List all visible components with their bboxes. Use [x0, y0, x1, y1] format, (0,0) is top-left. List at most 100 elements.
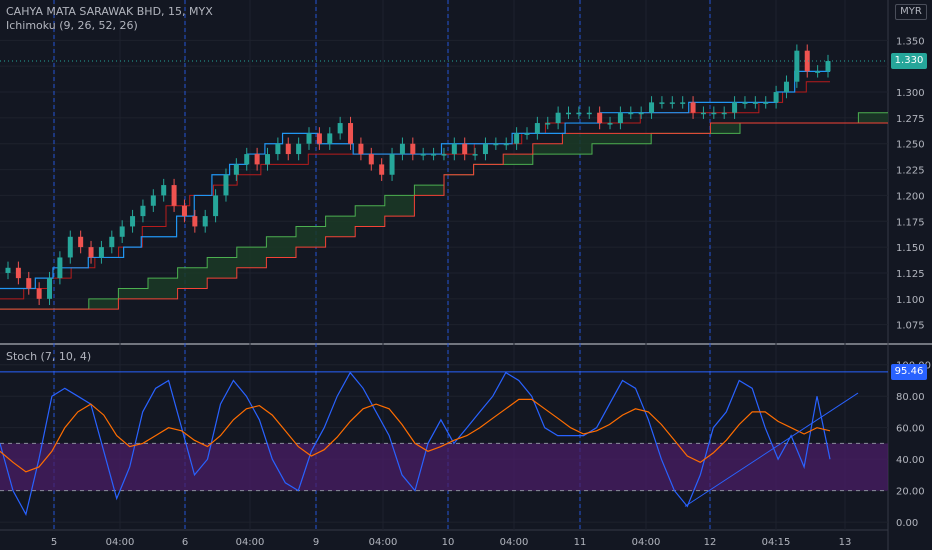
- time-tick-label: 04:00: [106, 537, 135, 548]
- candle-body: [545, 123, 551, 125]
- price-tick-label: 1.125: [896, 269, 925, 280]
- stoch-tick-label: 40.00: [896, 455, 925, 466]
- candle-body: [379, 164, 385, 175]
- trend-line: [684, 392, 859, 507]
- chart-title: CAHYA MATA SARAWAK BHD, 15, MYX: [6, 5, 213, 18]
- candle-body: [586, 112, 592, 115]
- candle-body: [420, 154, 426, 156]
- candle-body: [306, 133, 312, 144]
- price-tick-label: 1.225: [896, 166, 925, 177]
- candle-body: [36, 288, 42, 299]
- candle-body: [26, 278, 32, 289]
- ichimoku-label[interactable]: Ichimoku (9, 26, 52, 26): [6, 19, 138, 32]
- candle-body: [711, 112, 717, 115]
- time-tick-label: 12: [704, 537, 717, 548]
- candle-body: [119, 226, 125, 237]
- candle-body: [669, 102, 675, 104]
- candle-body: [638, 112, 644, 115]
- stoch-k-line: [0, 371, 831, 516]
- candle-body: [78, 236, 84, 248]
- candle-body: [607, 123, 613, 125]
- candle-body: [815, 71, 821, 73]
- candle-body: [130, 216, 136, 227]
- candle-body: [389, 154, 395, 175]
- candle-body: [223, 174, 229, 196]
- candle-body: [399, 143, 405, 155]
- candle-body: [337, 123, 343, 134]
- stoch-tick-label: 0.00: [896, 518, 918, 529]
- candle-body: [88, 247, 94, 258]
- candle-body: [763, 102, 769, 104]
- time-tick-label: 04:00: [632, 537, 661, 548]
- candle-body: [431, 154, 437, 156]
- stoch-value-badge: 95.46: [891, 363, 927, 380]
- candle-body: [348, 123, 354, 144]
- candle-body: [462, 143, 468, 155]
- candle-body: [161, 185, 167, 196]
- last-price-badge: 1.330: [891, 53, 927, 70]
- candle-body: [140, 205, 146, 217]
- price-tick-label: 1.350: [896, 36, 925, 47]
- ichimoku-cloud: [0, 112, 888, 310]
- price-tick-label: 1.150: [896, 243, 925, 254]
- time-tick-label: 13: [839, 537, 852, 548]
- price-tick-label: 1.275: [896, 114, 925, 125]
- candle-body: [181, 205, 187, 217]
- stoch-tick-label: 80.00: [896, 392, 925, 403]
- time-tick-label: 10: [442, 537, 455, 548]
- candle-body: [327, 133, 333, 144]
- candle-body: [47, 278, 53, 299]
- time-tick-label: 04:00: [500, 537, 529, 548]
- time-tick-label: 6: [182, 537, 188, 548]
- time-tick-label: 04:15: [762, 537, 791, 548]
- candle-body: [482, 143, 488, 155]
- candle-body: [680, 102, 686, 104]
- candle-body: [5, 267, 11, 273]
- candle-body: [213, 195, 219, 217]
- candle-body: [171, 185, 177, 206]
- candle-body: [752, 102, 758, 104]
- candle-body: [244, 154, 250, 165]
- candle-body: [493, 143, 499, 146]
- candle-body: [690, 102, 696, 113]
- candle-body: [555, 112, 561, 124]
- candle-body: [825, 61, 831, 72]
- price-tick-label: 1.175: [896, 217, 925, 228]
- price-tick-label: 1.100: [896, 295, 925, 306]
- candle-body: [358, 143, 364, 155]
- candle-body: [296, 143, 302, 155]
- currency-badge[interactable]: MYR: [895, 4, 927, 20]
- candle-body: [150, 195, 156, 206]
- conversion-line: [0, 70, 830, 290]
- candle-body: [254, 154, 260, 165]
- time-tick-label: 11: [574, 537, 587, 548]
- candle-body: [192, 216, 198, 227]
- stoch-label[interactable]: Stoch (7, 10, 4): [6, 350, 92, 363]
- candle-body: [451, 143, 457, 155]
- candle-body: [202, 216, 208, 227]
- candle-body: [700, 112, 706, 115]
- candle-body: [649, 102, 655, 113]
- candle-body: [597, 112, 603, 124]
- candle-body: [742, 102, 748, 104]
- candle-body: [783, 81, 789, 93]
- stoch-d-line: [0, 398, 831, 473]
- candle-body: [285, 143, 291, 155]
- candle-body: [804, 50, 810, 72]
- candle-body: [67, 236, 73, 258]
- candle-body: [109, 236, 115, 248]
- candle-body: [233, 164, 239, 175]
- time-tick-label: 04:00: [236, 537, 265, 548]
- candle-body: [98, 247, 104, 258]
- candle-body: [503, 143, 509, 146]
- candle-body: [15, 267, 21, 279]
- candle-body: [316, 133, 322, 144]
- time-tick-label: 04:00: [369, 537, 398, 548]
- stoch-tick-label: 20.00: [896, 487, 925, 498]
- price-tick-label: 1.250: [896, 140, 925, 151]
- candle-body: [773, 92, 779, 103]
- price-tick-label: 1.075: [896, 321, 925, 332]
- candle-body: [566, 112, 572, 115]
- candle-body: [264, 154, 270, 165]
